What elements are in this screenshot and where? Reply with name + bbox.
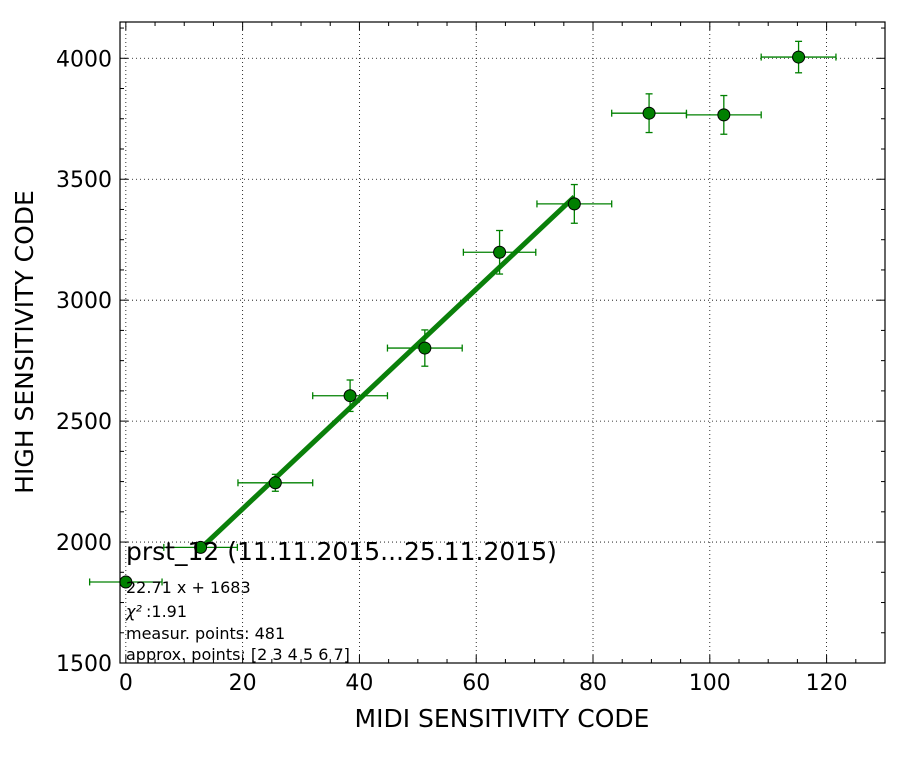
point-marker	[343, 389, 357, 403]
data-point	[386, 329, 463, 367]
data-point	[163, 540, 239, 554]
y-tick-label: 3000	[56, 289, 112, 314]
data-point	[462, 229, 537, 275]
chart-title: prst_12 (11.11.2015...25.11.2015)	[126, 537, 557, 566]
x-tick-label: 100	[689, 671, 731, 696]
y-tick-label: 2500	[56, 410, 112, 435]
point-marker	[418, 341, 432, 355]
approx-points: approx. points: [2 3 4 5 6 7]	[126, 645, 350, 664]
tick-labels: 0 20 40 60 80 100 120 1500 2000 2500 3000 3500 4000	[56, 47, 848, 696]
point-marker	[268, 476, 282, 490]
x-tick-label: 0	[119, 671, 133, 696]
point-marker	[194, 540, 208, 554]
point-marker	[792, 50, 806, 64]
grid	[120, 22, 885, 664]
x-tick-label: 40	[345, 671, 373, 696]
y-tick-label: 4000	[56, 47, 112, 72]
data-point	[312, 379, 389, 413]
point-marker	[567, 197, 581, 211]
fit-equation: 22.71 x + 1683	[126, 578, 251, 597]
chi2-symbol: χ²	[125, 602, 142, 621]
y-axis-label: HIGH SENSITIVITY CODE	[10, 190, 39, 494]
y-tick-label: 1500	[56, 652, 112, 677]
data-point	[760, 40, 837, 74]
x-tick-label: 120	[806, 671, 848, 696]
plot-frame	[119, 21, 886, 664]
y-tick-label: 3500	[56, 168, 112, 193]
x-axis-label: MIDI SENSITIVITY CODE	[355, 704, 650, 733]
x-tick-label: 80	[579, 671, 607, 696]
y-tick-label: 2000	[56, 531, 112, 556]
point-marker	[642, 106, 656, 120]
point-marker	[493, 245, 507, 259]
point-marker	[717, 108, 731, 122]
fit-layer	[198, 195, 577, 551]
fit-line	[198, 195, 577, 551]
chi2-value: :1.91	[146, 602, 187, 621]
data-point	[536, 183, 613, 224]
points-layer	[88, 40, 837, 589]
data-point	[685, 94, 762, 135]
data-point	[88, 575, 163, 589]
measur-points: measur. points: 481	[126, 624, 285, 643]
x-tick-label: 60	[462, 671, 490, 696]
x-tick-label: 20	[229, 671, 257, 696]
data-point	[237, 473, 314, 492]
